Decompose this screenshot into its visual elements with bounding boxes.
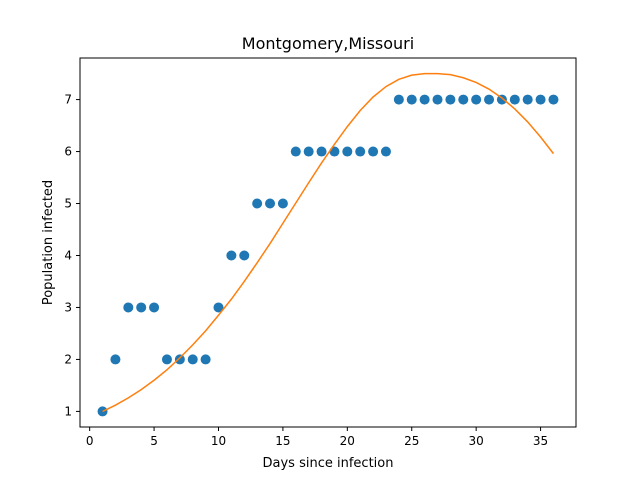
data-point — [393, 94, 404, 105]
data-point — [174, 354, 185, 365]
data-point — [265, 198, 276, 209]
data-point — [277, 198, 288, 209]
x-tick-label: 30 — [469, 434, 484, 448]
y-tick-label: 5 — [64, 197, 72, 211]
data-point — [303, 146, 314, 157]
data-point — [471, 94, 482, 105]
data-point — [200, 354, 211, 365]
y-tick-label: 7 — [64, 93, 72, 107]
data-point — [213, 302, 224, 313]
x-axis-label: Days since infection — [263, 456, 394, 471]
data-point — [458, 94, 469, 105]
data-point — [380, 146, 391, 157]
data-point — [522, 94, 533, 105]
data-point — [342, 146, 353, 157]
data-point — [136, 302, 147, 313]
y-tick-label: 1 — [64, 404, 72, 418]
data-point — [432, 94, 443, 105]
data-point — [290, 146, 301, 157]
data-point — [509, 94, 520, 105]
data-point — [484, 94, 495, 105]
data-point — [110, 354, 121, 365]
data-point — [368, 146, 379, 157]
data-point — [149, 302, 160, 313]
y-tick-label: 4 — [64, 248, 72, 262]
data-point — [445, 94, 456, 105]
data-point — [252, 198, 263, 209]
data-point — [239, 250, 250, 261]
data-point — [226, 250, 237, 261]
x-tick-label: 20 — [340, 434, 355, 448]
data-point — [161, 354, 172, 365]
data-point — [123, 302, 134, 313]
y-tick-label: 3 — [64, 300, 72, 314]
data-point — [548, 94, 559, 105]
x-tick-label: 35 — [533, 434, 548, 448]
data-point — [406, 94, 417, 105]
x-tick-label: 15 — [275, 434, 290, 448]
fit-line — [102, 72, 555, 413]
data-point — [355, 146, 366, 157]
data-point — [419, 94, 430, 105]
y-tick-label: 2 — [64, 352, 72, 366]
data-point — [316, 146, 327, 157]
x-tick-label: 10 — [211, 434, 226, 448]
data-point — [97, 406, 108, 417]
data-point — [187, 354, 198, 365]
y-axis-label: Population infected — [41, 180, 56, 305]
x-tick-label: 0 — [86, 434, 94, 448]
plot-frame — [79, 57, 577, 428]
x-tick-label: 25 — [404, 434, 419, 448]
chart-title: Montgomery,Missouri — [242, 34, 414, 53]
y-tick-label: 6 — [64, 145, 72, 159]
x-tick-label: 5 — [150, 434, 158, 448]
data-point — [535, 94, 546, 105]
